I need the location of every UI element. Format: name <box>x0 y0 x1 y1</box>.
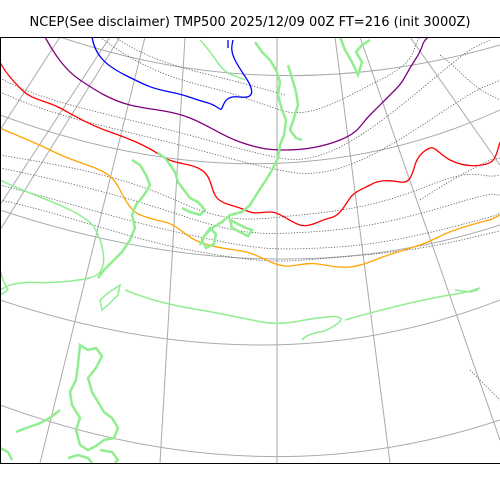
isotherm-dotted <box>0 199 500 262</box>
meridian-line <box>0 37 121 231</box>
coastline <box>68 342 120 452</box>
isotherms-dotted <box>0 37 500 401</box>
coastline <box>97 158 152 279</box>
isotherm-red <box>0 61 500 227</box>
isotherm-orange <box>0 127 500 268</box>
latitude-line <box>0 404 500 457</box>
coastline <box>228 217 254 238</box>
coastline <box>124 289 342 341</box>
isotherm-dotted <box>114 37 286 96</box>
coastline <box>157 151 207 217</box>
latitude-lines <box>0 37 500 457</box>
meridian-line <box>409 37 500 166</box>
latitude-line <box>59 37 500 77</box>
meridian-line <box>39 37 146 463</box>
isotherm-dotted <box>0 184 500 250</box>
meridian-line <box>159 37 186 463</box>
isotherm-dotted <box>0 167 500 234</box>
coastline <box>344 287 481 321</box>
coastline <box>200 226 218 250</box>
latitude-line <box>0 109 500 165</box>
coastline <box>199 39 246 81</box>
meridian-line <box>0 37 61 131</box>
coastline <box>99 448 120 463</box>
weather-map <box>0 37 500 463</box>
coastline <box>0 269 9 296</box>
isotherm-blue <box>91 37 253 110</box>
isotherm-purple <box>44 37 429 151</box>
latitude-line <box>0 209 500 260</box>
meridian-line <box>334 37 391 463</box>
meridian-line <box>0 37 111 206</box>
coastline <box>338 37 371 79</box>
coastline <box>67 453 93 463</box>
map-title: NCEP(See disclaimer) TMP500 2025/12/09 0… <box>29 15 471 30</box>
coastline <box>15 409 61 434</box>
isotherm-dotted <box>0 79 500 174</box>
isotherm-dotted <box>0 154 500 220</box>
coastline <box>286 64 303 142</box>
meridian-lines <box>0 37 500 463</box>
isotherm-dotted <box>419 157 500 201</box>
isotherm-dotted <box>0 39 491 160</box>
coastline <box>454 289 479 293</box>
meridian-line <box>359 37 500 441</box>
coastline <box>0 179 105 291</box>
latitude-line <box>0 299 500 346</box>
coastline <box>198 41 288 246</box>
isotherm-dotted <box>469 369 500 401</box>
coastlines <box>0 37 481 463</box>
coastline <box>0 446 14 461</box>
isotherm-dotted <box>439 54 500 101</box>
coastline <box>99 283 122 312</box>
